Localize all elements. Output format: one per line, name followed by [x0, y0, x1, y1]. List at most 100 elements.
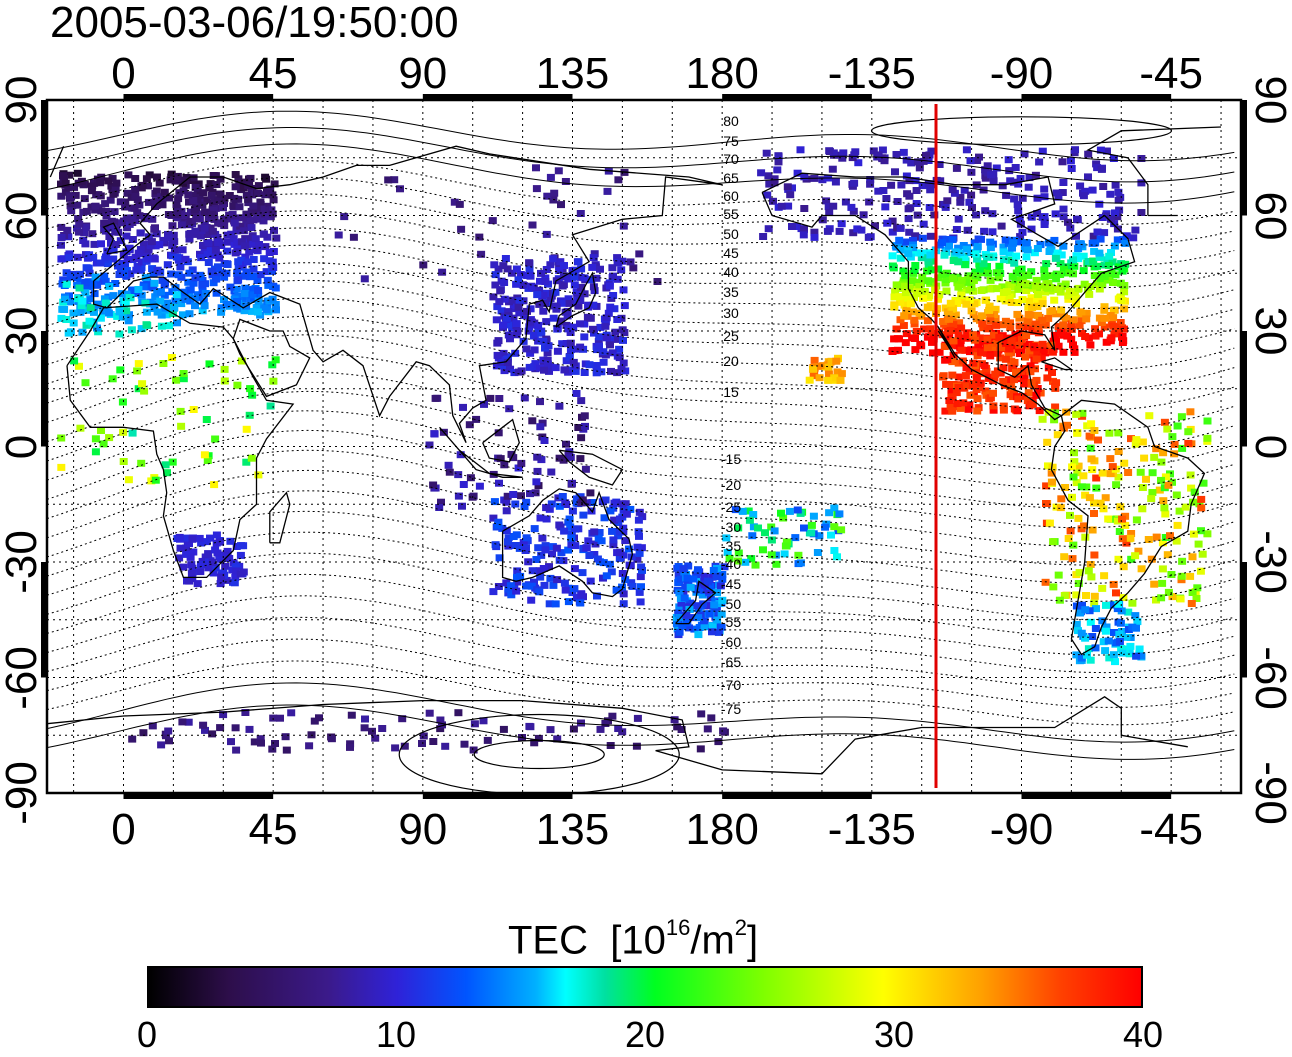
- tec-cell: [1144, 536, 1153, 543]
- tec-cell: [271, 301, 280, 308]
- tec-cell: [1017, 336, 1026, 344]
- tec-cell: [941, 356, 950, 364]
- tec-cell: [232, 214, 241, 222]
- tec-cell: [1057, 251, 1066, 259]
- tec-cell: [923, 317, 932, 325]
- tec-cell: [161, 304, 170, 312]
- tec-cell: [1014, 346, 1023, 354]
- tec-cell: [185, 540, 193, 548]
- tec-cell: [114, 262, 122, 270]
- tec-cell: [945, 332, 954, 340]
- tec-cell: [236, 551, 245, 559]
- tec-cell: [963, 329, 972, 337]
- tec-cell: [1063, 332, 1072, 340]
- tec-cell: [983, 335, 992, 343]
- tec-cell: [1070, 449, 1078, 457]
- tec-cell: [1004, 156, 1013, 164]
- tec-cell: [999, 243, 1008, 251]
- tec-cell: [1072, 300, 1080, 308]
- tec-cell: [204, 239, 213, 247]
- tec-cell: [945, 310, 954, 318]
- tec-cell: [1150, 580, 1159, 588]
- tec-cell: [637, 563, 646, 571]
- tec-cell: [125, 294, 134, 301]
- tec-cell: [212, 531, 221, 539]
- tec-cell: [1022, 323, 1031, 331]
- tec-cell: [531, 489, 540, 497]
- tec-cell: [65, 254, 74, 262]
- tec-cell: [992, 164, 1001, 172]
- tec-cell: [981, 296, 990, 304]
- tec-cell: [112, 179, 121, 187]
- tec-cell: [518, 281, 527, 289]
- tec-cell: [119, 428, 128, 436]
- tec-cell: [626, 505, 635, 513]
- tec-cell: [895, 335, 903, 343]
- tec-cell: [962, 300, 971, 308]
- lon-tick-label: -135: [827, 805, 916, 854]
- tec-cell: [607, 568, 616, 576]
- tec-cell: [1013, 310, 1022, 318]
- tec-cell: [610, 516, 619, 524]
- tec-cell: [1068, 463, 1077, 471]
- tec-cell: [1060, 592, 1069, 599]
- tec-cell: [486, 394, 495, 402]
- coastline: [761, 172, 1136, 421]
- tec-cell: [1119, 563, 1128, 571]
- tec-cell: [178, 718, 187, 726]
- tec-cell: [990, 374, 999, 382]
- tec-cell: [692, 571, 701, 579]
- lon-tick-label: -45: [1139, 49, 1203, 98]
- colorbar-tick-label: 30: [873, 1014, 915, 1055]
- tec-cell: [610, 305, 619, 313]
- tec-cell: [242, 458, 251, 466]
- tec-cell: [1003, 288, 1011, 296]
- tec-cell: [1137, 565, 1146, 573]
- tec-cell: [619, 524, 628, 532]
- tec-cell: [148, 722, 157, 730]
- tec-cell: [882, 195, 891, 202]
- tec-cell: [1014, 285, 1023, 293]
- tec-cell: [122, 232, 131, 240]
- tec-cell: [429, 481, 438, 489]
- tec-cell: [177, 207, 186, 215]
- tec-cell: [1077, 654, 1086, 662]
- tec-cell: [245, 725, 254, 733]
- tec-cell: [537, 456, 546, 464]
- tec-cell: [551, 364, 560, 372]
- tec-cell: [1068, 555, 1077, 563]
- tec-cell: [943, 197, 952, 205]
- tec-cell: [219, 711, 228, 719]
- tec-cell: [165, 737, 173, 745]
- tec-cell: [176, 535, 184, 543]
- map-timestamp: 2005-03-06/19:50:00: [50, 0, 459, 47]
- tec-cell: [156, 288, 165, 296]
- tec-cell: [1159, 449, 1168, 457]
- tec-cell: [985, 253, 994, 261]
- tec-cell: [972, 374, 981, 382]
- tec-cell: [74, 215, 83, 223]
- tec-cell: [120, 270, 129, 278]
- tec-cell: [1034, 329, 1043, 337]
- tec-cell: [1038, 300, 1047, 308]
- tec-cell: [91, 448, 100, 456]
- tec-cell: [1051, 403, 1060, 411]
- dip-contour: [46, 176, 1235, 246]
- tec-cell: [1049, 538, 1058, 546]
- coastline: [937, 326, 956, 359]
- contour-label: 40: [723, 264, 739, 280]
- tec-cell: [539, 307, 548, 315]
- tec-cell: [1033, 194, 1042, 202]
- tec-cell: [542, 504, 551, 512]
- tec-cell: [506, 365, 515, 373]
- tec-cell: [263, 202, 272, 210]
- tec-cell: [902, 306, 911, 314]
- tec-cell: [540, 581, 549, 589]
- tec-cell: [577, 397, 586, 405]
- tec-cell: [960, 186, 969, 194]
- tec-cell: [1026, 368, 1035, 376]
- tec-cell: [1009, 239, 1018, 247]
- tec-cell: [125, 311, 133, 319]
- tec-cell: [1132, 624, 1140, 632]
- tec-cell: [781, 542, 790, 550]
